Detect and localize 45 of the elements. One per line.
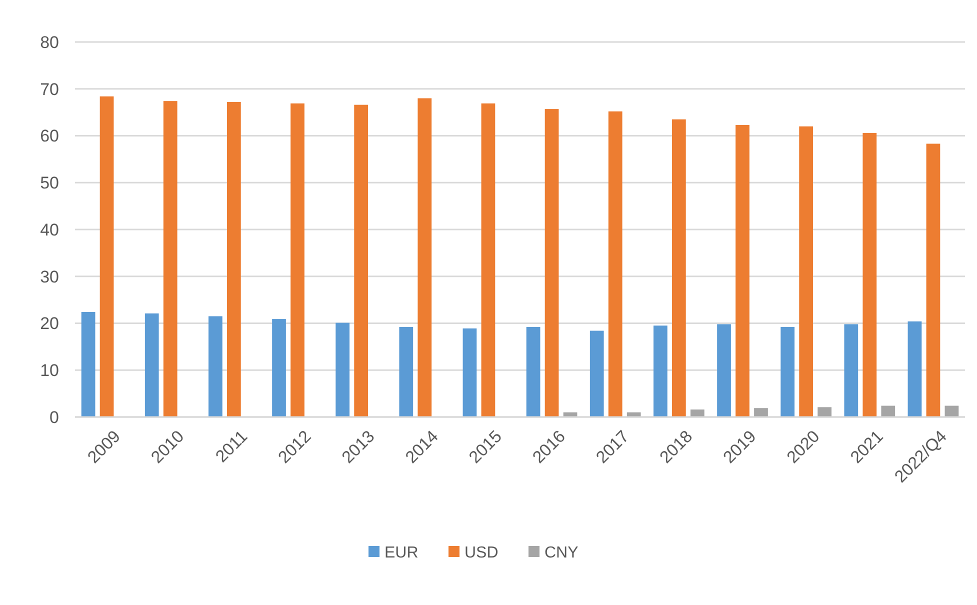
bar (418, 98, 432, 417)
bar (780, 327, 795, 417)
bar (717, 324, 731, 417)
bar (654, 326, 668, 417)
bar (290, 103, 304, 417)
y-tick-label: 60 (40, 126, 59, 146)
y-tick-label: 40 (40, 220, 59, 240)
y-tick-label: 20 (40, 314, 59, 334)
legend-label: CNY (544, 544, 579, 562)
bar (926, 144, 940, 417)
bar (818, 407, 832, 417)
bar (100, 96, 114, 417)
bar (481, 103, 496, 417)
y-tick-label: 50 (40, 174, 59, 193)
y-tick-label: 0 (50, 408, 59, 427)
legend-label: EUR (384, 544, 418, 562)
bar (944, 406, 959, 417)
y-tick-label: 10 (40, 361, 59, 380)
bar (163, 101, 178, 417)
bar (590, 330, 604, 417)
bar (208, 316, 222, 417)
bar (354, 104, 368, 417)
bar (526, 327, 540, 417)
bar (736, 124, 750, 417)
y-tick-label: 80 (40, 32, 59, 52)
bar (690, 410, 704, 417)
bar (226, 102, 241, 417)
bar (272, 319, 286, 417)
bar (399, 327, 414, 417)
bar (754, 408, 768, 417)
y-tick-label: 70 (40, 80, 59, 99)
y-tick-label: 30 (40, 267, 59, 286)
legend-label: USD (464, 544, 498, 562)
bar (544, 109, 559, 417)
bar (862, 132, 877, 417)
bar (462, 328, 477, 417)
bar (908, 321, 922, 417)
bar (81, 312, 96, 417)
bar (672, 119, 686, 417)
bar (844, 324, 858, 417)
bar (336, 322, 350, 417)
bar (144, 313, 159, 417)
bar (881, 406, 896, 417)
bar (608, 111, 622, 417)
bar (799, 126, 814, 417)
